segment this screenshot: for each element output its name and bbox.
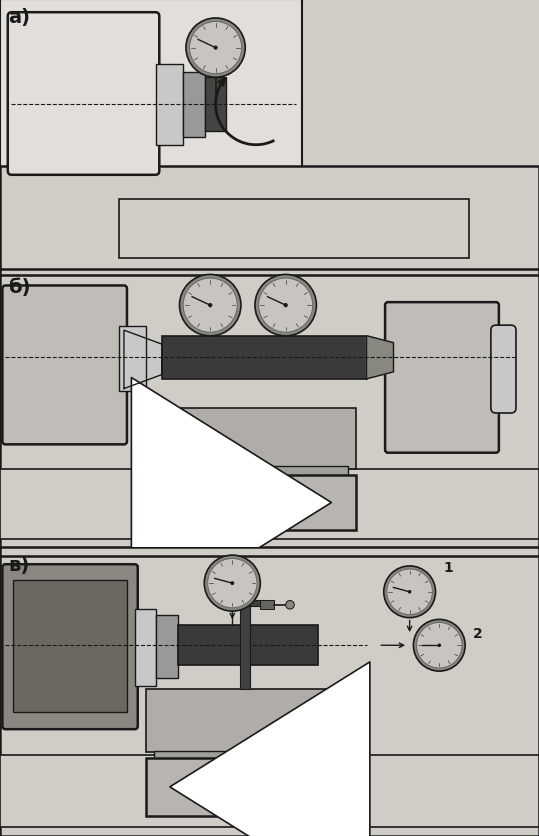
Bar (205, 79, 226, 132)
Bar (167, 761, 323, 770)
Text: в): в) (8, 555, 29, 574)
Bar (156, 615, 178, 679)
Circle shape (438, 644, 441, 647)
Bar (0, 0, 302, 176)
Text: 2: 2 (473, 627, 482, 640)
Bar (11, 16, 156, 172)
Circle shape (183, 278, 237, 333)
Circle shape (413, 619, 465, 671)
FancyBboxPatch shape (385, 303, 499, 453)
Bar (0, 470, 539, 539)
Circle shape (186, 19, 245, 78)
Circle shape (408, 590, 411, 594)
Bar (154, 751, 342, 762)
Bar (135, 609, 156, 686)
Bar (178, 625, 318, 665)
FancyBboxPatch shape (2, 564, 138, 729)
FancyBboxPatch shape (8, 13, 160, 176)
Bar (146, 689, 350, 752)
Circle shape (286, 601, 294, 609)
Text: а): а) (8, 8, 30, 27)
Text: 1: 1 (443, 560, 453, 574)
Circle shape (387, 569, 432, 614)
Bar (151, 409, 356, 470)
Circle shape (213, 47, 218, 51)
Polygon shape (124, 331, 162, 389)
Circle shape (208, 558, 257, 608)
FancyBboxPatch shape (491, 326, 516, 414)
Bar (224, 600, 267, 607)
Bar (0, 755, 539, 828)
Bar (119, 200, 469, 259)
Circle shape (208, 303, 212, 308)
Circle shape (259, 278, 313, 333)
Bar (156, 64, 183, 145)
FancyBboxPatch shape (2, 286, 127, 445)
Bar (13, 580, 127, 712)
Bar (260, 601, 274, 609)
Bar (146, 758, 350, 816)
Circle shape (190, 23, 241, 74)
Circle shape (255, 275, 316, 336)
Bar (162, 336, 367, 380)
Bar (119, 327, 146, 392)
Circle shape (417, 623, 462, 668)
Bar (183, 73, 205, 138)
Bar (154, 475, 356, 531)
Bar (240, 602, 250, 689)
Text: б): б) (8, 278, 31, 297)
Polygon shape (367, 336, 393, 380)
Circle shape (179, 275, 241, 336)
Circle shape (284, 303, 288, 308)
Circle shape (230, 582, 234, 585)
Circle shape (384, 566, 436, 618)
Circle shape (204, 555, 260, 611)
Bar (0, 167, 539, 270)
Bar (159, 466, 348, 481)
